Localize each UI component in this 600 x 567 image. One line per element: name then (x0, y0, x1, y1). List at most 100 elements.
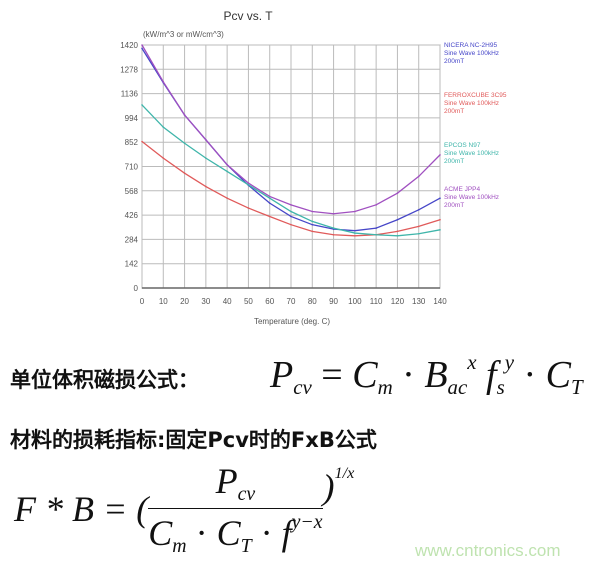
y-axis-label: (kW/m^3 or mW/cm^3) (143, 30, 224, 39)
data-point (311, 223, 314, 226)
f2-T: T (240, 534, 252, 557)
data-point (141, 104, 143, 106)
watermark: www.cntronics.com (415, 541, 561, 560)
data-point (268, 195, 271, 198)
y-tick-label: 284 (125, 235, 139, 244)
f1-cv: cv (293, 375, 312, 400)
y-tick-label: 142 (125, 260, 139, 269)
f2-exp: y−x (291, 510, 323, 533)
f1-C: C (352, 353, 378, 396)
data-point (375, 204, 377, 206)
data-point (183, 142, 186, 145)
legend-entry-1: 200mT (444, 108, 464, 115)
f1-ac: ac (447, 375, 468, 400)
data-point (332, 227, 335, 229)
f2-C: C (148, 512, 173, 553)
data-point (439, 229, 441, 231)
x-tick-label: 120 (391, 297, 405, 306)
legend-entry-2: 200mT (444, 158, 464, 165)
pcv-formula: Pcv = Cm · Bacx fsy · CT (270, 350, 583, 400)
data-point (290, 215, 292, 218)
data-point (311, 230, 314, 233)
data-point (226, 197, 228, 199)
data-point (162, 126, 165, 128)
data-point (332, 212, 335, 215)
legend-entry-1: FERROXCUBE 3C95 (444, 92, 507, 99)
x-axis-label: Temperature (deg. C) (254, 317, 330, 326)
data-point (439, 197, 441, 199)
data-point (162, 80, 165, 83)
data-point (396, 230, 399, 233)
data-point (290, 204, 292, 206)
data-point (354, 232, 356, 234)
data-point (247, 182, 250, 184)
f2-P: P (215, 461, 238, 501)
data-point (183, 114, 186, 116)
y-tick-label: 426 (125, 211, 139, 220)
y-tick-label: 994 (125, 114, 139, 123)
data-point (141, 44, 143, 46)
data-point (205, 185, 207, 188)
data-point (183, 172, 186, 174)
f1-x: x (467, 350, 477, 374)
legend-entry-3: ACME JPP4 (444, 186, 481, 193)
y-tick-label: 1136 (121, 90, 139, 99)
data-point (375, 233, 377, 236)
legend-entry-1: Sine Wave 100kHz (444, 100, 499, 107)
f1-dot1: · (402, 353, 415, 396)
data-point (226, 170, 228, 173)
f2-power: 1/x (334, 464, 355, 482)
data-point (396, 235, 399, 237)
data-point (417, 208, 420, 211)
chart-title: Pcv vs. T (223, 9, 273, 23)
data-point (268, 197, 271, 199)
f1-CT: C (545, 353, 572, 396)
y-tick-label: 852 (125, 138, 139, 147)
data-point (354, 229, 356, 232)
data-point (268, 215, 271, 218)
x-tick-label: 10 (159, 297, 168, 306)
data-point (311, 210, 314, 213)
f2-cv: cv (237, 482, 256, 505)
f1-m: m (377, 375, 393, 400)
f2-rparen: ) (322, 467, 335, 507)
y-tick-label: 1278 (120, 65, 138, 74)
x-tick-label: 30 (201, 297, 210, 306)
x-tick-label: 90 (329, 297, 338, 306)
data-point (396, 218, 399, 221)
f2-fraction: Pcv Cm · CT · fy−x (148, 460, 323, 558)
x-tick-label: 70 (287, 297, 296, 306)
x-tick-label: 100 (348, 297, 362, 306)
f2-dot1: · (186, 512, 217, 553)
f2-CT: C (216, 512, 241, 553)
data-point (290, 210, 292, 213)
f2-numerator: Pcv (148, 460, 323, 509)
f1-B: B (424, 353, 448, 396)
data-point (205, 139, 207, 141)
data-point (354, 235, 356, 237)
data-point (247, 207, 250, 209)
data-point (439, 154, 441, 156)
y-tick-label: 0 (134, 284, 139, 293)
f1-s: s (496, 375, 505, 400)
legend-entry-3: Sine Wave 100kHz (444, 194, 499, 201)
legend-entry-0: Sine Wave 100kHz (444, 50, 499, 57)
legend-entry-2: EPCOS N97 (444, 142, 481, 149)
f2-dot2: · (251, 512, 282, 553)
pcv-vs-t-chart: 0 10 20 30 40 50 60 70 80 90 100 110 120 130 140 0 142 28… (120, 9, 507, 326)
material-loss-index-label: 材料的损耗指标:固定Pcv时的FxB公式 (10, 428, 377, 452)
x-tick-label: 110 (370, 297, 383, 306)
y-tick-label: 710 (125, 163, 139, 172)
fxb-formula: F * B = ( Pcv Cm · CT · fy−x ) 1/x (14, 460, 354, 558)
x-tick-label: 140 (433, 297, 447, 306)
data-point (417, 232, 420, 235)
f2-denominator: Cm · CT · fy−x (148, 509, 322, 558)
data-point (332, 233, 335, 236)
data-point (162, 157, 165, 159)
f1-y: y (504, 350, 515, 374)
f1-T: T (571, 375, 583, 400)
data-point (439, 218, 441, 221)
data-point (354, 210, 356, 213)
f2-lhs: F * B = ( (14, 488, 149, 529)
data-point (417, 225, 420, 228)
